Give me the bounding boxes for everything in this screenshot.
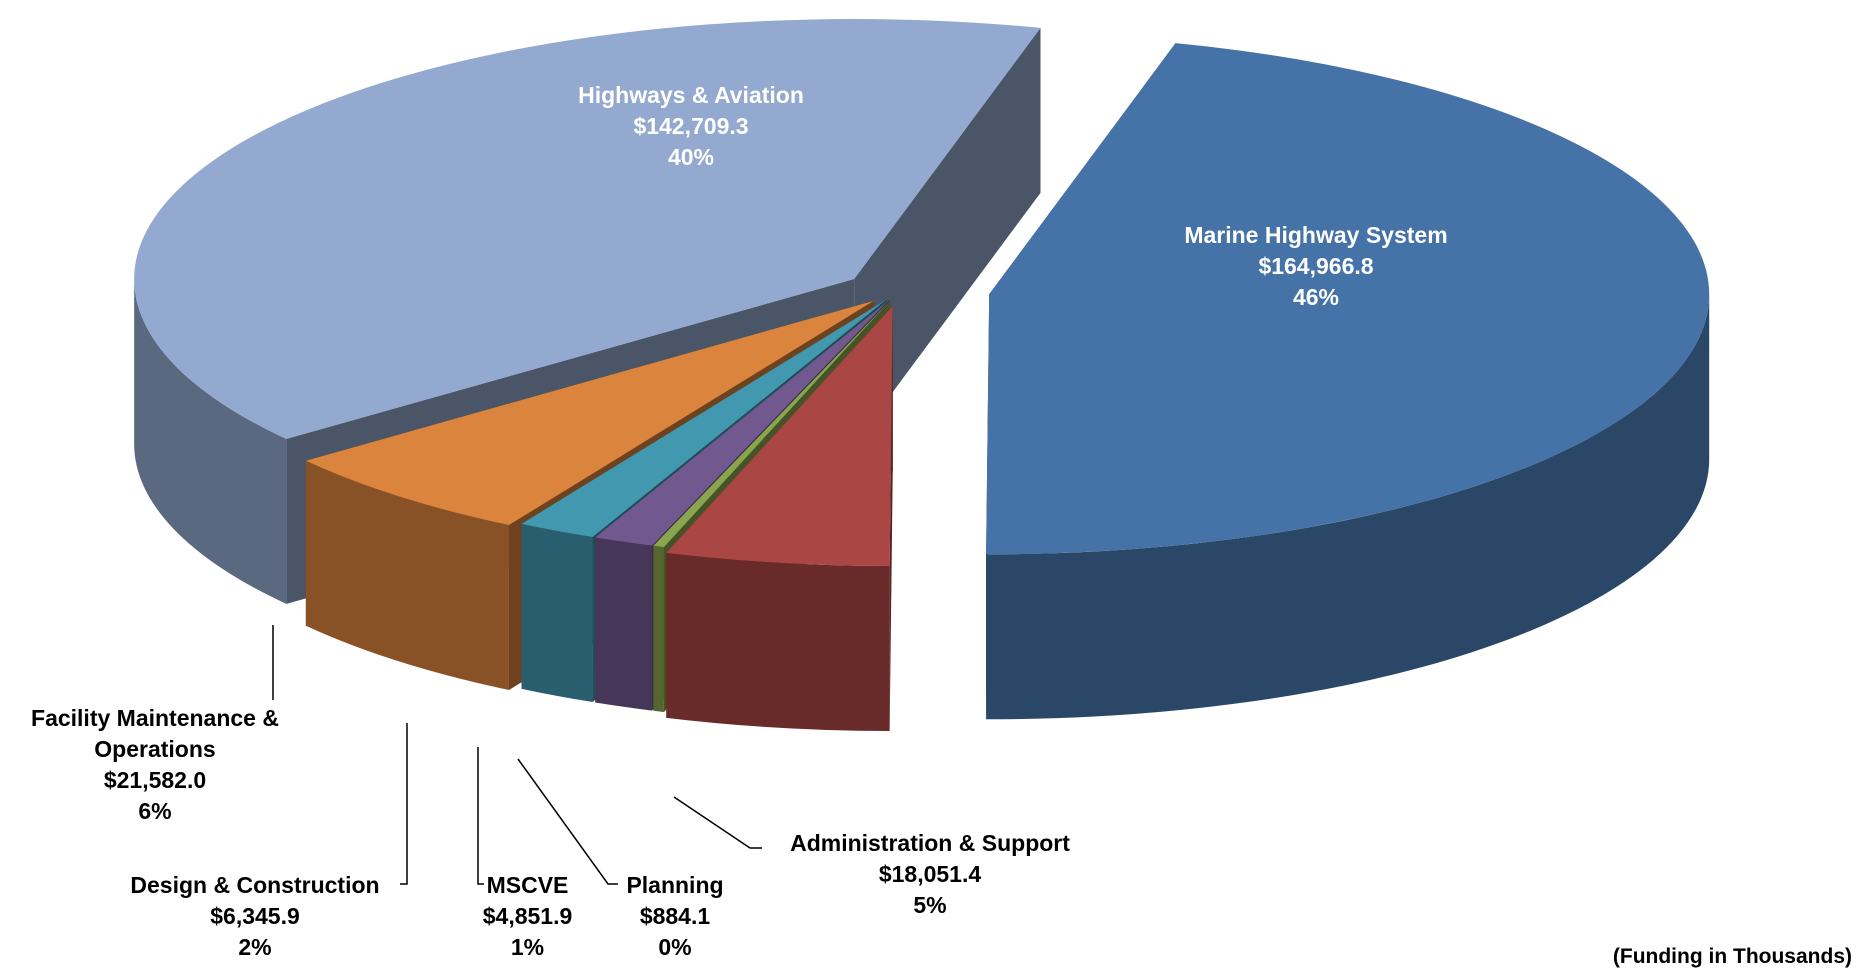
label-line: 1%: [510, 934, 545, 960]
slice-label: Facility Maintenance & Operations $21,582…: [0, 703, 310, 827]
label-line: $21,582.0: [103, 767, 207, 793]
leader-line: [517, 758, 618, 885]
slice-wall: [521, 523, 593, 703]
label-line: Marine Highway System: [1184, 222, 1448, 248]
label-line: 5%: [913, 892, 947, 918]
slice-top: [595, 300, 889, 546]
label-line: $4,851.9: [482, 903, 573, 929]
label-line: $18,051.4: [878, 861, 982, 887]
leader-line: [400, 723, 408, 885]
label-line: Design & Construction: [130, 872, 380, 898]
slice-label: MSCVE $4,851.9 1%: [470, 870, 585, 963]
slice-wall: [653, 545, 664, 713]
slice-top: [653, 300, 891, 548]
label-line: Facility Maintenance & Operations: [31, 705, 279, 762]
slice-wall: [595, 537, 652, 711]
label-line: $884.1: [639, 903, 711, 929]
leader-line: [673, 796, 762, 849]
label-line: 6%: [138, 798, 172, 824]
label-line: Highways & Aviation: [578, 82, 804, 108]
label-line: 40%: [667, 144, 715, 170]
slice-wall: [305, 460, 509, 691]
slice-label: Design & Construction $6,345.9 2%: [105, 870, 405, 963]
label-line: 0%: [658, 934, 692, 960]
slice-top: [521, 299, 887, 538]
label-line: Administration & Support: [790, 830, 1070, 856]
note: (Funding in Thousands): [1612, 945, 1852, 968]
label-line: MSCVE: [486, 872, 569, 898]
slice: [666, 306, 893, 732]
label-line: 2%: [238, 934, 272, 960]
slice-label: Administration & Support $18,051.4 5%: [760, 828, 1100, 921]
slice-wall: [986, 294, 1710, 720]
slice-label: Highways & Aviation $142,709.3 40%: [541, 80, 841, 173]
slice-side: [854, 27, 1041, 445]
slice-label: Planning $884.1 0%: [615, 870, 735, 963]
slice-wall: [134, 279, 287, 604]
label-line: $164,966.8: [1258, 253, 1374, 279]
slice-label: Marine Highway System $164,966.8 46%: [1116, 220, 1516, 313]
slice-top: [986, 43, 1710, 555]
label-line: $6,345.9: [210, 903, 300, 929]
label-line: 46%: [1292, 284, 1340, 310]
label-line: $142,709.3: [633, 113, 749, 139]
leader-line: [477, 747, 484, 885]
slice-top: [666, 306, 893, 567]
slice: [986, 43, 1710, 720]
slice-wall: [666, 552, 890, 732]
slice-top: [305, 300, 874, 526]
slice-top: [134, 19, 1041, 439]
label-line: Planning: [626, 872, 724, 898]
